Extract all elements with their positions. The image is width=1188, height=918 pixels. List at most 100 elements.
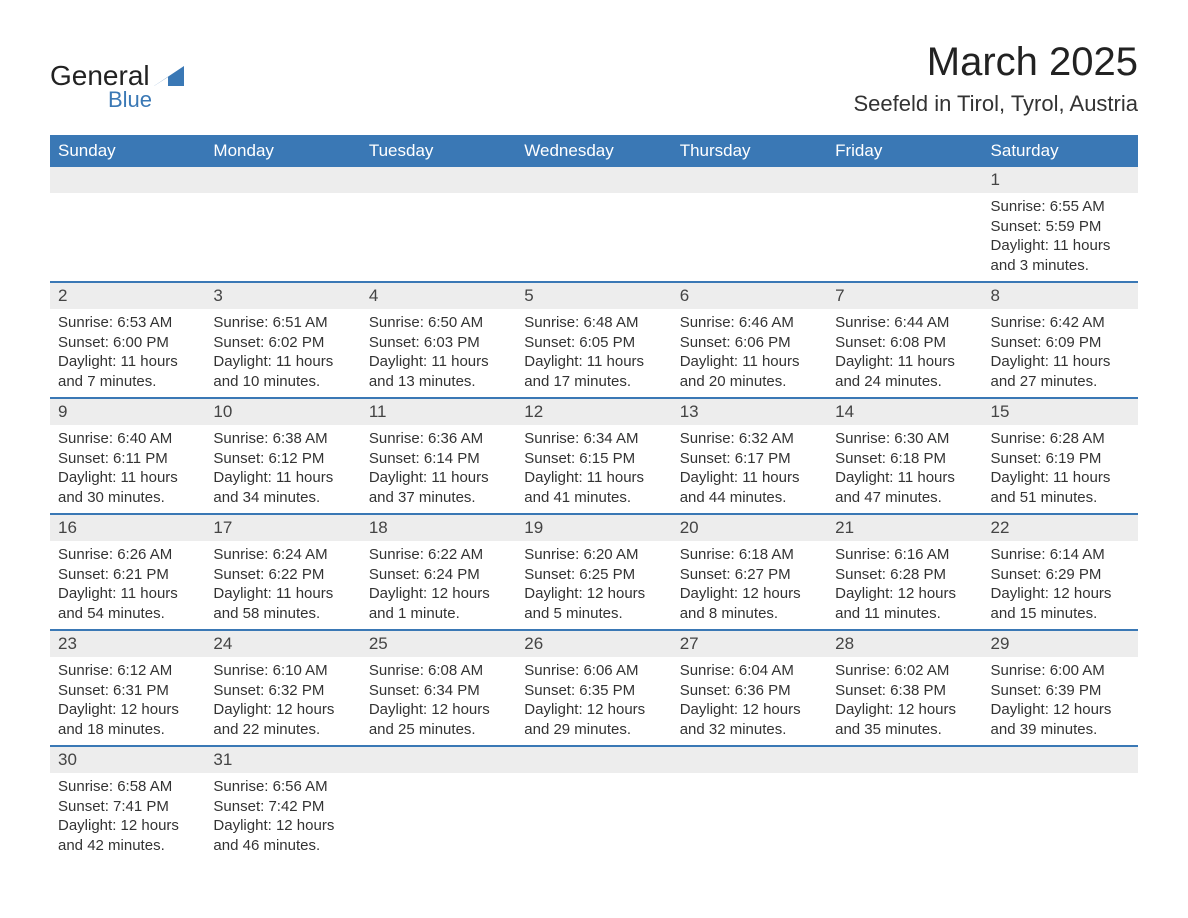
day-number: 5 <box>524 286 533 305</box>
day-content-cell: Sunrise: 6:56 AMSunset: 7:42 PMDaylight:… <box>205 773 360 861</box>
day-number-cell: 14 <box>827 398 982 425</box>
day-number-cell: 11 <box>361 398 516 425</box>
day-number-cell: 20 <box>672 514 827 541</box>
sunset-text: Sunset: 6:08 PM <box>835 333 974 353</box>
day-content-cell: Sunrise: 6:32 AMSunset: 6:17 PMDaylight:… <box>672 425 827 514</box>
daylight-text: Daylight: 12 hours and 5 minutes. <box>524 584 663 623</box>
week-content-row: Sunrise: 6:55 AMSunset: 5:59 PMDaylight:… <box>50 193 1138 282</box>
day-content-cell <box>205 193 360 282</box>
sunrise-text: Sunrise: 6:20 AM <box>524 545 663 565</box>
col-tuesday: Tuesday <box>361 135 516 167</box>
day-content-cell <box>516 193 671 282</box>
col-wednesday: Wednesday <box>516 135 671 167</box>
col-thursday: Thursday <box>672 135 827 167</box>
sunset-text: Sunset: 5:59 PM <box>991 217 1130 237</box>
day-content-cell: Sunrise: 6:58 AMSunset: 7:41 PMDaylight:… <box>50 773 205 861</box>
daylight-text: Daylight: 11 hours and 37 minutes. <box>369 468 508 507</box>
day-content-cell: Sunrise: 6:34 AMSunset: 6:15 PMDaylight:… <box>516 425 671 514</box>
daylight-text: Daylight: 11 hours and 20 minutes. <box>680 352 819 391</box>
day-number: 10 <box>213 402 232 421</box>
week-content-row: Sunrise: 6:40 AMSunset: 6:11 PMDaylight:… <box>50 425 1138 514</box>
day-content-cell <box>983 773 1138 861</box>
sunrise-text: Sunrise: 6:06 AM <box>524 661 663 681</box>
day-content-cell <box>827 193 982 282</box>
sunset-text: Sunset: 6:32 PM <box>213 681 352 701</box>
sunrise-text: Sunrise: 6:58 AM <box>58 777 197 797</box>
day-content-cell: Sunrise: 6:04 AMSunset: 6:36 PMDaylight:… <box>672 657 827 746</box>
day-number-cell: 5 <box>516 282 671 309</box>
day-number-cell <box>672 167 827 193</box>
day-number-cell <box>516 746 671 773</box>
logo: General Blue <box>50 40 184 113</box>
calendar-table: Sunday Monday Tuesday Wednesday Thursday… <box>50 135 1138 861</box>
week-daynum-row: 3031 <box>50 746 1138 773</box>
sunrise-text: Sunrise: 6:56 AM <box>213 777 352 797</box>
sunset-text: Sunset: 6:06 PM <box>680 333 819 353</box>
day-number: 31 <box>213 750 232 769</box>
day-number: 8 <box>991 286 1000 305</box>
sunrise-text: Sunrise: 6:51 AM <box>213 313 352 333</box>
day-number: 29 <box>991 634 1010 653</box>
daylight-text: Daylight: 12 hours and 25 minutes. <box>369 700 508 739</box>
day-content-cell: Sunrise: 6:26 AMSunset: 6:21 PMDaylight:… <box>50 541 205 630</box>
sunrise-text: Sunrise: 6:14 AM <box>991 545 1130 565</box>
daylight-text: Daylight: 11 hours and 51 minutes. <box>991 468 1130 507</box>
daylight-text: Daylight: 11 hours and 34 minutes. <box>213 468 352 507</box>
sunset-text: Sunset: 6:29 PM <box>991 565 1130 585</box>
daylight-text: Daylight: 11 hours and 3 minutes. <box>991 236 1130 275</box>
sunset-text: Sunset: 6:31 PM <box>58 681 197 701</box>
day-number-cell: 24 <box>205 630 360 657</box>
daylight-text: Daylight: 11 hours and 10 minutes. <box>213 352 352 391</box>
daylight-text: Daylight: 12 hours and 8 minutes. <box>680 584 819 623</box>
day-number-cell: 23 <box>50 630 205 657</box>
calendar-header-row: Sunday Monday Tuesday Wednesday Thursday… <box>50 135 1138 167</box>
day-content-cell: Sunrise: 6:30 AMSunset: 6:18 PMDaylight:… <box>827 425 982 514</box>
day-number-cell <box>672 746 827 773</box>
sunrise-text: Sunrise: 6:18 AM <box>680 545 819 565</box>
week-content-row: Sunrise: 6:12 AMSunset: 6:31 PM Daylight:… <box>50 657 1138 746</box>
day-content-cell: Sunrise: 6:14 AMSunset: 6:29 PMDaylight:… <box>983 541 1138 630</box>
day-content-cell <box>672 193 827 282</box>
sunset-text: Sunset: 6:02 PM <box>213 333 352 353</box>
sunrise-text: Sunrise: 6:48 AM <box>524 313 663 333</box>
day-number: 22 <box>991 518 1010 537</box>
day-content-cell <box>516 773 671 861</box>
sunrise-text: Sunrise: 6:53 AM <box>58 313 197 333</box>
sunset-text: Sunset: 6:22 PM <box>213 565 352 585</box>
day-number-cell: 26 <box>516 630 671 657</box>
daylight-text: Daylight: 11 hours and 17 minutes. <box>524 352 663 391</box>
sunrise-text: Sunrise: 6:24 AM <box>213 545 352 565</box>
day-content-cell: Sunrise: 6:28 AMSunset: 6:19 PMDaylight:… <box>983 425 1138 514</box>
day-number-cell: 15 <box>983 398 1138 425</box>
day-number: 7 <box>835 286 844 305</box>
day-number: 28 <box>835 634 854 653</box>
sunrise-text: Sunrise: 6:55 AM <box>991 197 1130 217</box>
sunset-text: Sunset: 6:36 PM <box>680 681 819 701</box>
week-daynum-row: 16171819202122 <box>50 514 1138 541</box>
day-content-cell <box>361 193 516 282</box>
daylight-text: Daylight: 12 hours and 39 minutes. <box>991 700 1130 739</box>
day-number-cell: 21 <box>827 514 982 541</box>
sunrise-text: Sunrise: 6:12 AM <box>58 661 197 681</box>
day-number: 24 <box>213 634 232 653</box>
sunrise-text: Sunrise: 6:30 AM <box>835 429 974 449</box>
col-friday: Friday <box>827 135 982 167</box>
day-number-cell <box>516 167 671 193</box>
day-number: 12 <box>524 402 543 421</box>
day-number: 25 <box>369 634 388 653</box>
daylight-text: Daylight: 12 hours and 32 minutes. <box>680 700 819 739</box>
sunset-text: Sunset: 6:03 PM <box>369 333 508 353</box>
week-daynum-row: 2345678 <box>50 282 1138 309</box>
day-number-cell <box>205 167 360 193</box>
day-number-cell <box>361 167 516 193</box>
day-content-cell: Sunrise: 6:22 AMSunset: 6:24 PMDaylight:… <box>361 541 516 630</box>
sunrise-text: Sunrise: 6:36 AM <box>369 429 508 449</box>
sunrise-text: Sunrise: 6:16 AM <box>835 545 974 565</box>
sunrise-text: Sunrise: 6:22 AM <box>369 545 508 565</box>
day-number-cell: 10 <box>205 398 360 425</box>
day-content-cell: Sunrise: 6:12 AMSunset: 6:31 PMDaylight:… <box>50 657 205 746</box>
day-content-cell: Sunrise: 6:55 AMSunset: 5:59 PMDaylight:… <box>983 193 1138 282</box>
daylight-text: Daylight: 11 hours and 13 minutes. <box>369 352 508 391</box>
day-number-cell: 28 <box>827 630 982 657</box>
day-number-cell: 31 <box>205 746 360 773</box>
